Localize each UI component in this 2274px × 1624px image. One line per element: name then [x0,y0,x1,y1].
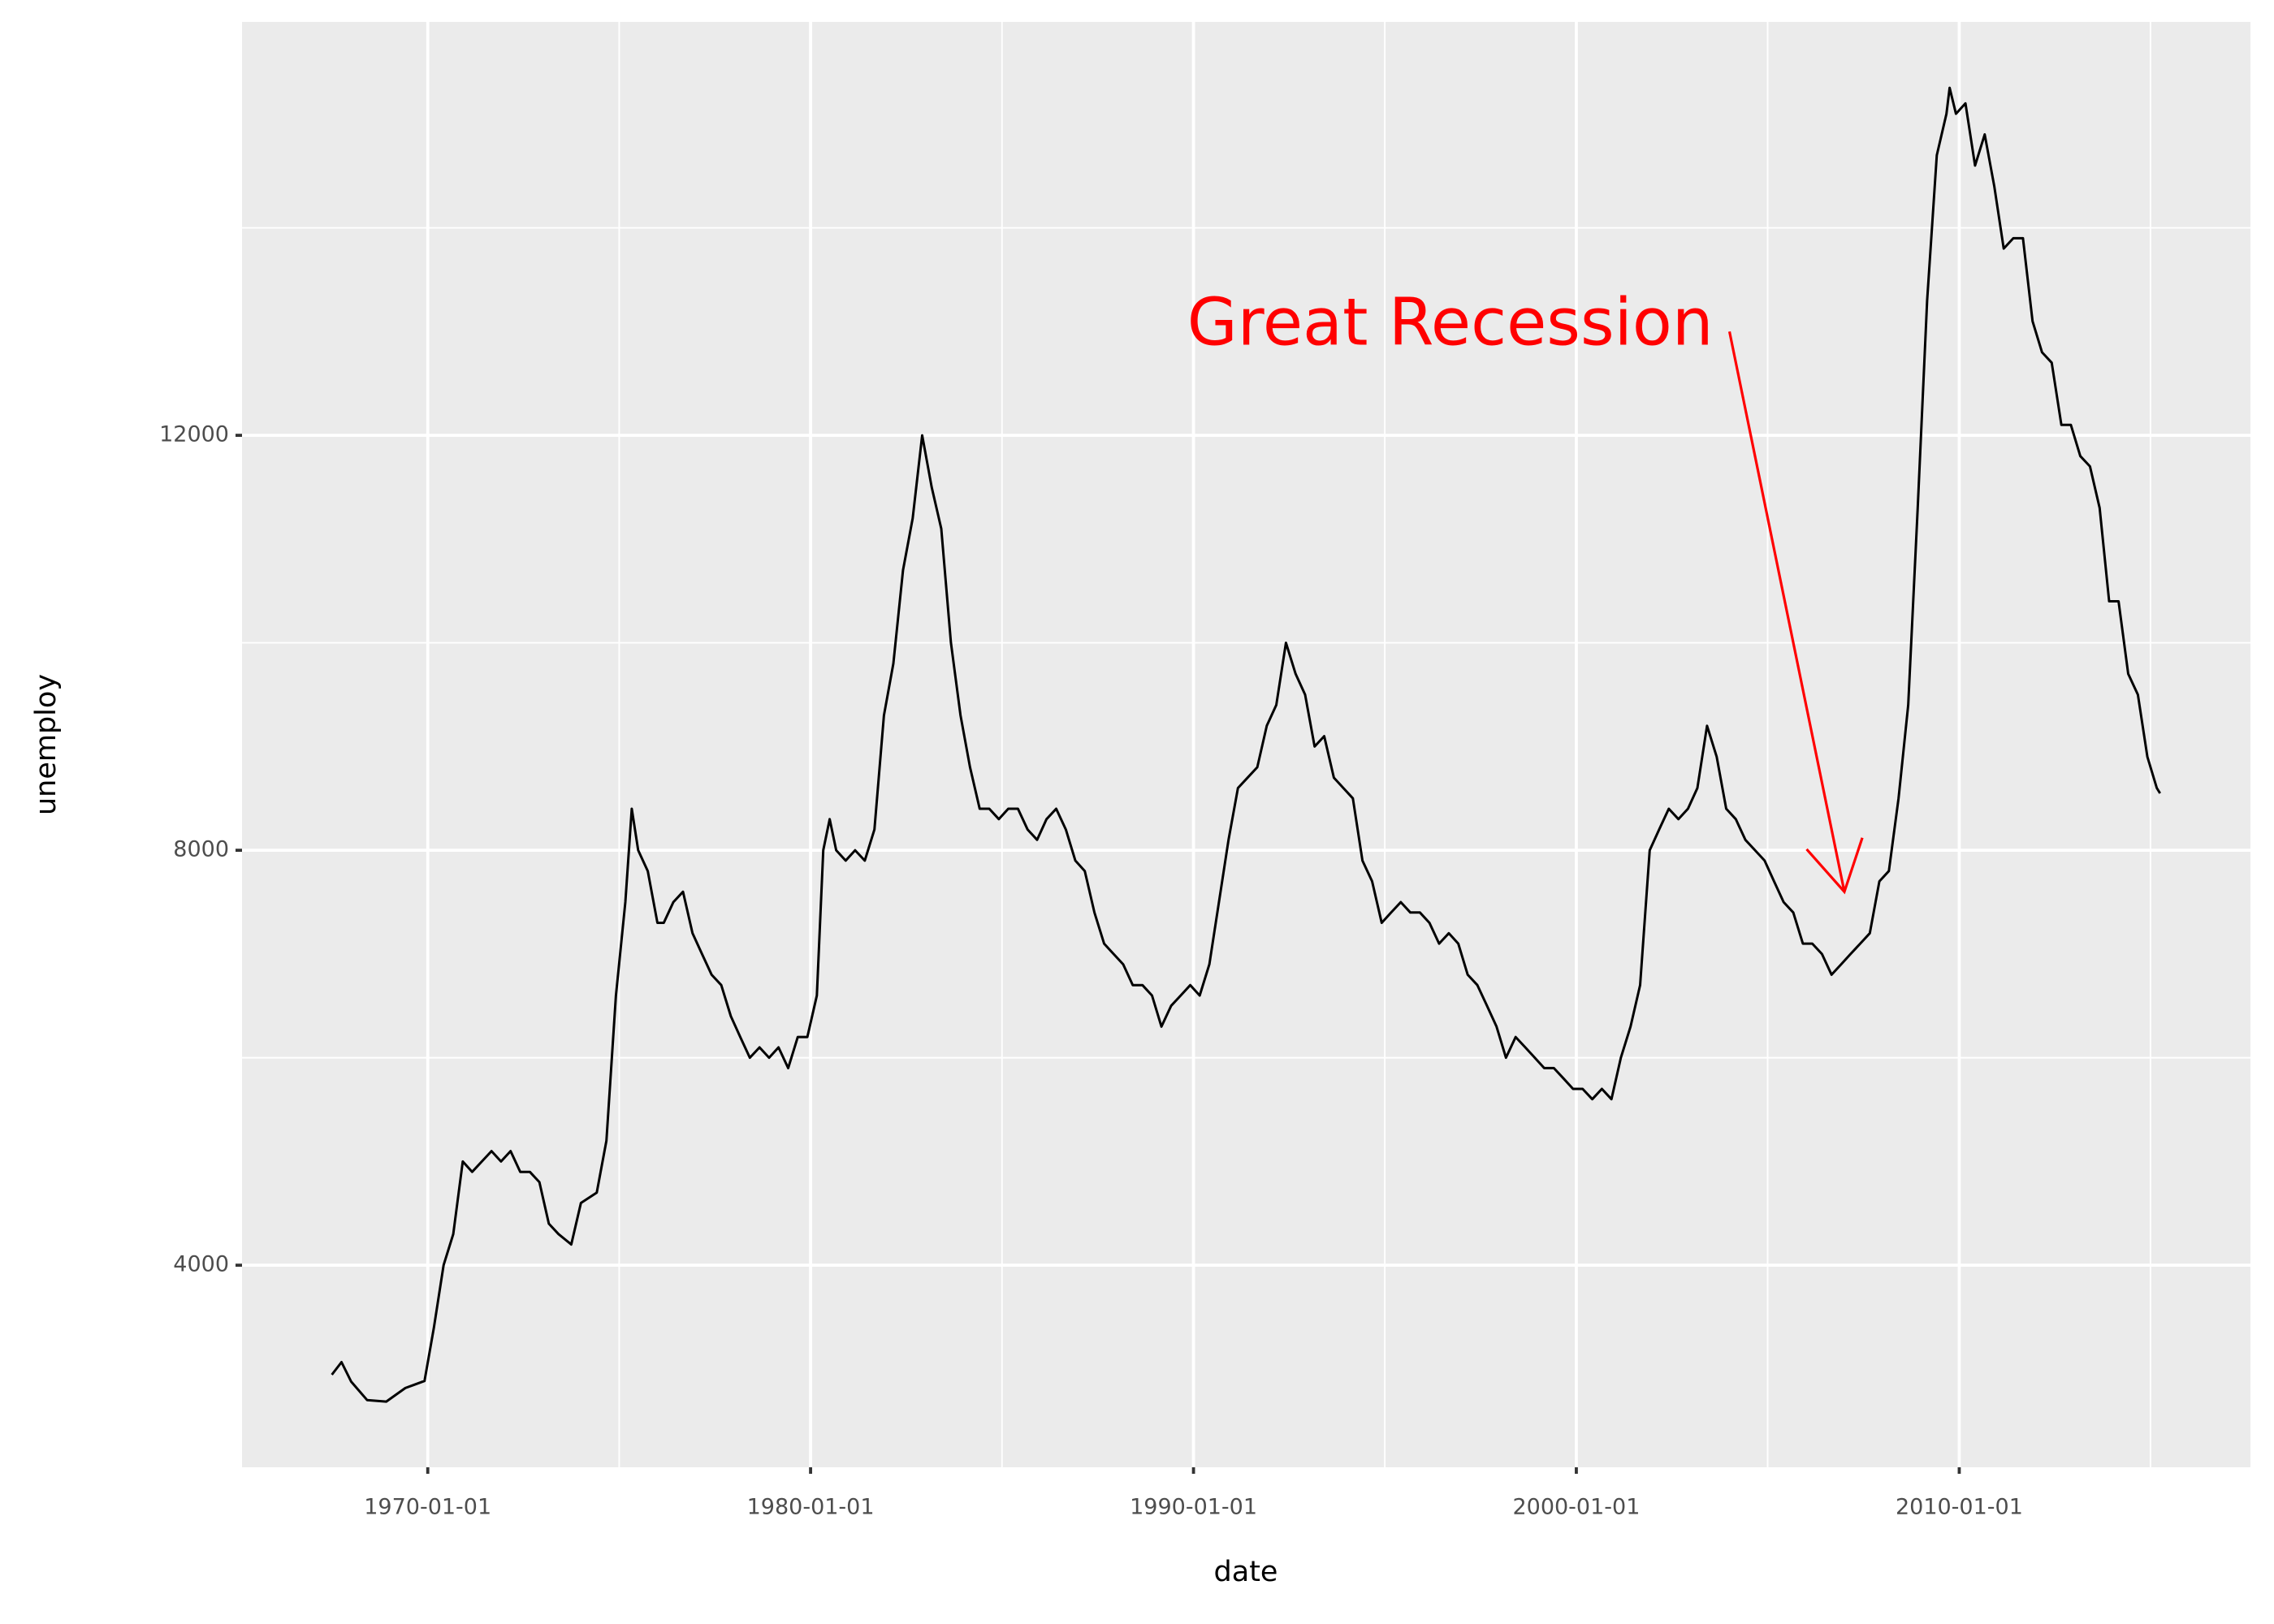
y-axis-title: unemploy [30,674,63,815]
grid [242,22,2250,1467]
panel-background [242,22,2250,1467]
x-tick-label: 1980-01-01 [747,1495,875,1520]
x-tick-label: 1970-01-01 [364,1495,491,1520]
x-axis-title: date [1214,1556,1278,1588]
annotation-text: Great Recession [1187,284,1714,360]
x-tick-label: 1990-01-01 [1130,1495,1257,1520]
y-tick-label: 8000 [173,837,229,862]
x-tick-label: 2010-01-01 [1896,1495,2023,1520]
arrow-head [1805,837,1864,895]
y-tick-label: 12000 [159,422,229,447]
x-tick-label: 2000-01-01 [1512,1495,1640,1520]
annotation-arrow [1727,331,1846,892]
y-tick-label: 4000 [173,1252,229,1277]
data-line [331,86,2161,1403]
